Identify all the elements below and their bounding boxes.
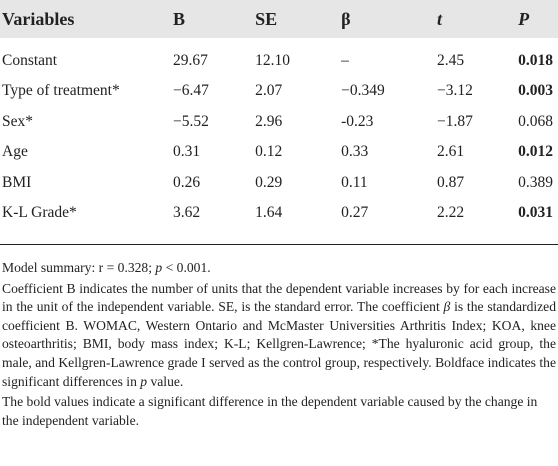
cell-se: 0.12 [255,143,283,161]
cell-p: 0.012 [518,143,554,161]
cell-variable: Sex* [2,112,33,130]
cell-se: 12.10 [255,52,290,69]
cell-se: 1.64 [255,204,283,222]
cell-b: 0.26 [172,173,201,191]
cell-t: 2.22 [436,204,465,222]
regression-table: Variables B SE β t P Constant 29.67 12.10 –… [0,0,558,229]
cell-b: 0.31 [172,143,201,161]
cell-variable: K-L Grade* [2,204,77,222]
coef-note-part-2: is the standardized coefficient B. WOMAC… [2,299,557,389]
cell-beta: 0.27 [341,204,369,222]
cell-p: 0.031 [518,204,554,222]
summary-value: < 0.001. [162,260,211,275]
cell-variable: Age [2,143,28,161]
coef-note-part-1: Coefficient B indicates the number of un… [2,280,556,315]
cell-t: −1.87 [436,112,473,130]
table-bottom-rule [0,244,558,245]
summary-p-symbol: p [155,260,163,275]
cell-b: 29.67 [172,52,208,69]
table-body: Constant 29.67 12.10 – 2.45 0.018 Type of trea… [0,38,558,229]
cell-variable: Constant [2,52,58,69]
coefficient-note: Coefficient B indicates the number of un… [2,280,556,392]
cell-t: 2.45 [436,52,465,69]
table-row: BMI 0.26 0.29 0.11 0.87 0.389 [0,168,558,199]
table-header-background [0,0,558,38]
table-row: Sex* −5.52 2.96 -0.23 −1.87 0.068 [0,107,558,138]
header-se: SE [255,8,278,29]
coef-note-part-3: value. [147,373,184,389]
cell-b: 3.62 [172,204,201,222]
cell-se: 2.07 [255,82,283,100]
coef-note-p: p [140,373,148,389]
cell-variable: Type of treatment* [2,82,120,100]
table-footnotes: Model summary: r = 0.328; p < 0.001. Coe… [2,259,556,432]
cell-b: −5.52 [172,112,209,130]
cell-p: 0.003 [518,82,554,100]
cell-beta: −0.349 [341,82,385,100]
cell-se: 2.96 [255,112,283,130]
cell-se: 0.29 [255,173,283,191]
cell-beta: 0.11 [341,173,368,191]
table-row: K-L Grade* 3.62 1.64 0.27 2.22 0.031 [0,198,558,229]
cell-t: 0.87 [436,173,465,191]
cell-beta: -0.23 [341,112,374,130]
cell-p: 0.018 [518,52,554,69]
table-row: Age 0.31 0.12 0.33 2.61 0.012 [0,137,558,168]
cell-b: −6.47 [172,82,209,100]
header-p: P [518,8,530,29]
table-header-row: Variables B SE β t P [0,0,558,38]
cell-beta: – [341,52,349,69]
header-b: B [172,8,185,29]
cell-beta: 0.33 [341,143,369,161]
coef-note-beta: β [443,299,451,315]
table-row: Constant 29.67 12.10 – 2.45 0.018 [0,38,558,76]
header-t: t [436,8,442,29]
header-beta: β [341,8,351,29]
bold-values-note: The bold values indicate a significant d… [2,394,538,428]
cell-t: 2.61 [436,143,465,161]
model-summary: Model summary: r = 0.328; p < 0.001. [2,259,556,278]
header-variables: Variables [2,8,75,29]
cell-p: 0.068 [518,112,554,130]
cell-p: 0.389 [518,173,554,191]
summary-text: Model summary: r = 0.328; [2,260,156,275]
cell-t: −3.12 [436,82,473,100]
table-row: Type of treatment* −6.47 2.07 −0.349 −3.12 0.… [0,76,558,107]
cell-variable: BMI [2,173,32,191]
